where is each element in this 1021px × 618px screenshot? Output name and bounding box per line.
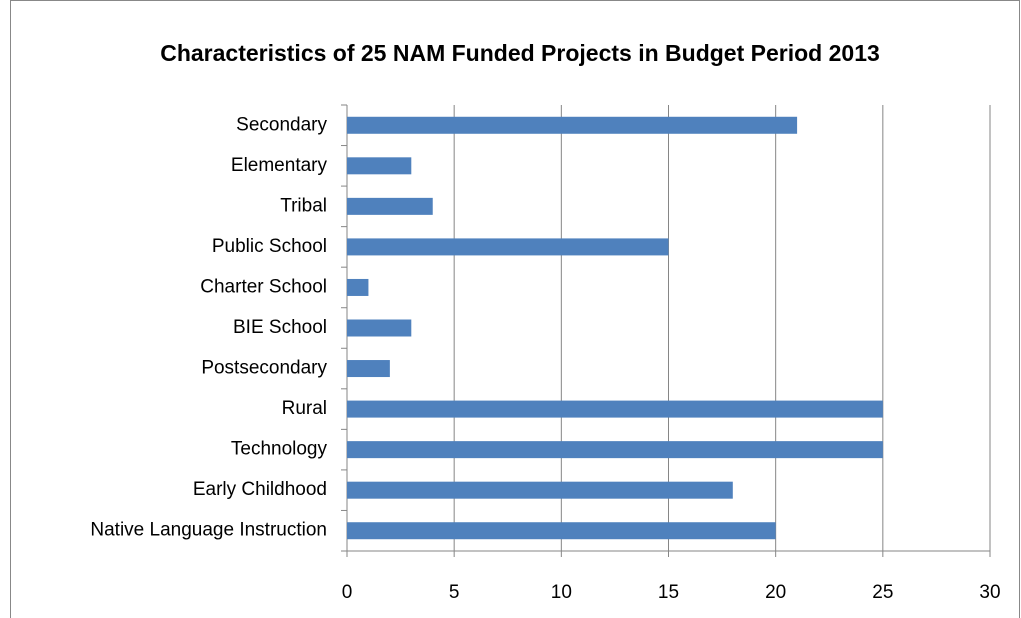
- x-tick-label: 30: [979, 582, 1000, 603]
- x-tick-label: 10: [551, 582, 572, 603]
- bar: [347, 238, 669, 256]
- y-tick-label: Rural: [282, 398, 327, 419]
- y-tick-label: Public School: [212, 236, 327, 257]
- y-tick-label: Postsecondary: [201, 358, 327, 379]
- x-tick-label: 0: [342, 582, 353, 603]
- y-tick-label: Secondary: [236, 114, 327, 135]
- bar: [347, 481, 733, 499]
- y-tick-label: Charter School: [200, 276, 327, 297]
- chart-title: Characteristics of 25 NAM Funded Project…: [160, 40, 880, 66]
- bar: [347, 441, 883, 459]
- y-tick-label: BIE School: [233, 317, 327, 338]
- y-tick-label: Early Childhood: [193, 479, 327, 500]
- y-tick-label: Native Language Instruction: [90, 520, 327, 541]
- bar: [347, 116, 798, 134]
- bar: [347, 400, 883, 418]
- bar: [347, 278, 369, 296]
- x-tick-label: 15: [658, 582, 679, 603]
- bar: [347, 522, 776, 540]
- chart-border: [10, 0, 1020, 618]
- y-tick-label: Technology: [231, 439, 328, 460]
- bar: [347, 360, 390, 378]
- bar: [347, 157, 412, 175]
- x-tick-label: 20: [765, 582, 786, 603]
- x-tick-label: 5: [449, 582, 460, 603]
- y-tick-label: Tribal: [280, 195, 327, 216]
- bar: [347, 197, 433, 215]
- bar: [347, 319, 412, 337]
- x-tick-label: 25: [872, 582, 893, 603]
- y-tick-label: Elementary: [231, 155, 328, 176]
